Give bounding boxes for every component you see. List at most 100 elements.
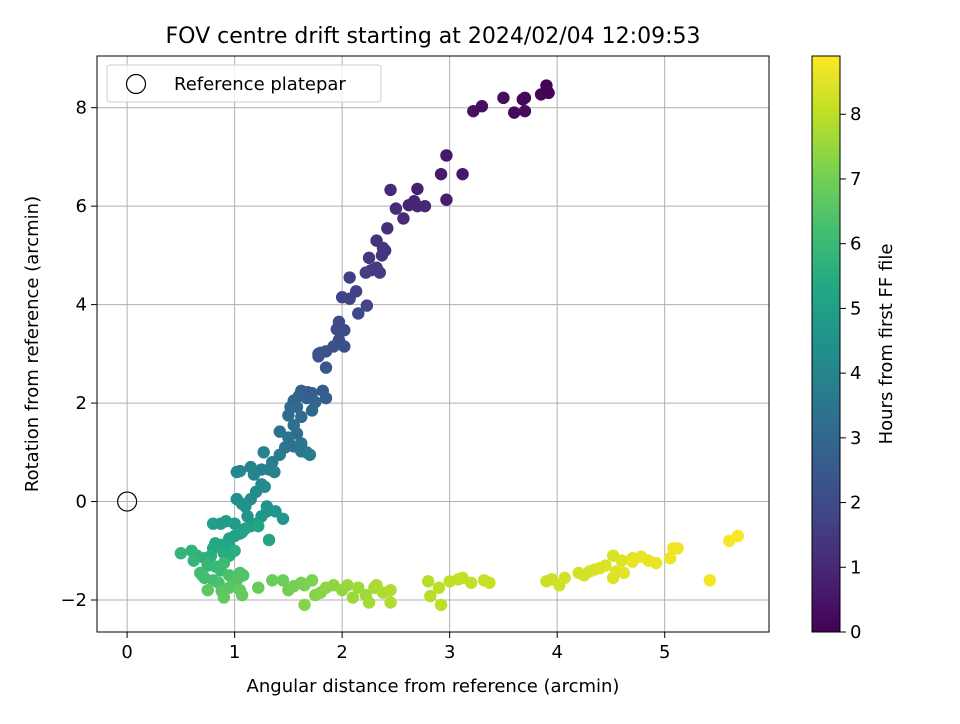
scatter-point — [185, 544, 198, 557]
scatter-point — [319, 361, 333, 374]
reference-platepar-marker — [117, 491, 138, 512]
scatter-points — [174, 79, 745, 612]
y-tick-label: 8 — [76, 98, 87, 119]
scatter-point — [731, 529, 745, 543]
scatter-point — [703, 574, 717, 587]
scatter-point — [384, 183, 397, 197]
colorbar-tick-label: 1 — [850, 557, 861, 578]
scatter-point — [440, 193, 453, 206]
scatter-point — [352, 307, 365, 320]
scatter-point — [649, 556, 663, 570]
scatter-point — [262, 533, 276, 547]
scatter-point — [228, 544, 241, 557]
x-tick-label: 4 — [551, 642, 562, 663]
colorbar-tick-label: 3 — [850, 428, 861, 449]
scatter-point — [456, 167, 469, 181]
scatter-point — [360, 299, 374, 312]
scatter-point — [599, 559, 612, 572]
scatter-point — [206, 517, 220, 530]
scatter-point — [359, 266, 372, 279]
colorbar-tick-label: 4 — [850, 363, 861, 384]
scatter-point — [319, 391, 333, 405]
colorbar — [811, 55, 841, 633]
grid-lines — [97, 56, 769, 632]
scatter-point — [516, 93, 529, 106]
scatter-point — [518, 104, 532, 118]
scatter-point — [338, 324, 351, 337]
scatter-point — [434, 167, 448, 181]
legend-entry-reference-platepar: Reference platepar — [174, 74, 346, 95]
y-axis-label: Rotation from reference (arcmin) — [22, 196, 43, 492]
scatter-point — [187, 554, 200, 567]
scatter-point — [217, 591, 231, 604]
scatter-point — [305, 404, 319, 417]
x-tick-label: 5 — [659, 642, 670, 663]
scatter-point — [268, 465, 281, 479]
scatter-point — [257, 446, 270, 459]
legend: Reference platepar — [106, 64, 382, 103]
scatter-point — [384, 596, 397, 609]
scatter-point — [558, 571, 571, 585]
scatter-point — [252, 581, 265, 594]
scatter-point — [483, 576, 496, 589]
scatter-point — [276, 512, 290, 525]
scatter-point — [276, 574, 290, 587]
scatter-point — [464, 576, 478, 589]
y-axis-ticks: −2 0 2 4 6 8 — [60, 98, 97, 611]
scatter-point — [606, 549, 620, 562]
x-tick-label: 2 — [336, 642, 347, 663]
scatter-point — [389, 202, 403, 215]
scatter-point — [282, 409, 295, 422]
scatter-point — [312, 347, 325, 361]
scatter-point — [440, 149, 453, 162]
scatter-point — [346, 591, 360, 604]
scatter-point — [295, 410, 308, 424]
scatter-point — [252, 519, 265, 533]
colorbar-tick-label: 0 — [850, 622, 861, 643]
chart-title: FOV centre drift starting at 2024/02/04 … — [166, 24, 701, 49]
scatter-point — [381, 222, 394, 235]
scatter-point — [424, 589, 437, 603]
colorbar-tick-label: 8 — [850, 104, 861, 125]
scatter-point — [617, 566, 631, 580]
colorbar-tick-label: 6 — [850, 234, 861, 255]
scatter-point — [201, 583, 214, 597]
scatter-point — [341, 579, 354, 592]
colorbar-tick-label: 7 — [850, 169, 861, 190]
scatter-point — [239, 500, 252, 513]
y-tick-label: 4 — [76, 295, 87, 316]
y-tick-label: 0 — [76, 492, 87, 513]
scatter-point — [241, 510, 254, 523]
scatter-point — [343, 292, 356, 305]
scatter-point — [298, 598, 311, 612]
scatter-point — [507, 106, 521, 119]
scatter-point — [362, 596, 376, 609]
colorbar-tick-label: 5 — [850, 298, 861, 319]
scatter-point — [671, 542, 684, 555]
scatter-point — [378, 244, 392, 257]
plot-frame — [96, 55, 770, 633]
x-tick-label: 0 — [121, 642, 132, 663]
scatter-point — [626, 555, 639, 568]
x-tick-label: 1 — [229, 642, 240, 663]
scatter-point — [247, 468, 261, 481]
colorbar-ticks: 0 1 2 3 4 5 6 7 8 — [840, 104, 861, 643]
scatter-point — [305, 574, 319, 587]
scatter-point — [338, 340, 351, 353]
scatter-point — [421, 575, 435, 588]
scatter-point — [384, 583, 397, 597]
scatter-point — [373, 266, 386, 279]
scatter-point — [397, 212, 410, 225]
colorbar-tick-label: 2 — [850, 493, 861, 514]
colorbar-label: Hours from first FF file — [876, 244, 897, 445]
x-axis-ticks: 0 1 2 3 4 5 — [121, 632, 670, 663]
scatter-point — [301, 386, 314, 399]
scatter-point — [235, 588, 249, 602]
scatter-point — [663, 551, 677, 565]
scatter-point — [174, 547, 188, 560]
scatter-point — [239, 522, 252, 535]
y-tick-label: 2 — [76, 393, 87, 414]
scatter-point — [230, 465, 243, 479]
